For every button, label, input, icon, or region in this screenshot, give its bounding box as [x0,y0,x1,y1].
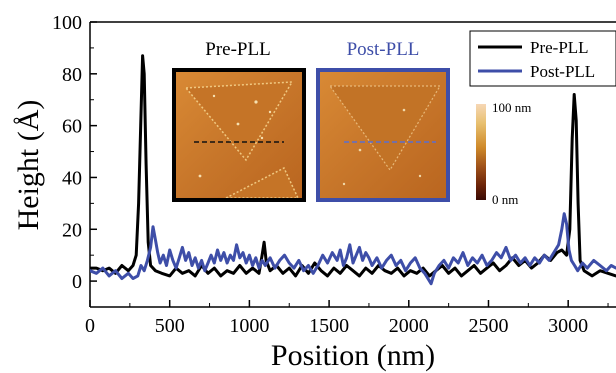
series-line-post-pll [90,212,616,286]
x-tick-label: 2000 [389,315,429,337]
legend-label-pre-pll: Pre-PLL [530,38,589,57]
y-tick-label: 0 [72,271,82,293]
x-tick-label: 3000 [548,315,588,337]
y-tick-label: 100 [52,12,82,34]
legend-label-post-pll: Post-PLL [530,62,595,81]
x-tick-label: 500 [155,315,185,337]
x-axis-label: Position (nm) [271,339,435,372]
x-tick-label: 2500 [468,315,508,337]
legend-box [469,30,616,87]
legend: Pre-PLL Post-PLL [469,30,616,87]
inset-pre-pll-flake [184,81,300,199]
x-tick-label: 0 [85,315,95,337]
inset-pre-pll-label: Pre-PLL [205,39,270,60]
x-tick-label: 1500 [309,315,349,337]
inset-pre-pll: Pre-PLL [172,39,306,202]
colorbar: 100 nm 0 nm [476,100,531,207]
y-tick-label: 20 [62,219,82,241]
inset-post-pll: Post-PLL [316,39,450,202]
x-tick-label: 1000 [229,315,269,337]
y-tick-label: 60 [62,116,82,138]
colorbar-gradient [476,104,486,200]
inset-post-pll-flake [328,85,442,186]
inset-post-pll-border [316,68,450,202]
y-tick-label: 40 [62,167,82,189]
inset-pre-pll-border [172,68,306,202]
inset-post-pll-label: Post-PLL [347,39,420,60]
colorbar-max-label: 100 nm [492,100,531,115]
y-ticks: 0 20 40 60 80 100 [52,12,97,308]
colorbar-min-label: 0 nm [492,192,518,207]
x-ticks: 0 500 1000 1500 2000 2500 3000 [85,300,609,337]
y-tick-label: 80 [62,64,82,86]
series-layer [90,54,616,286]
y-axis-label: Height (Å) [12,100,45,231]
